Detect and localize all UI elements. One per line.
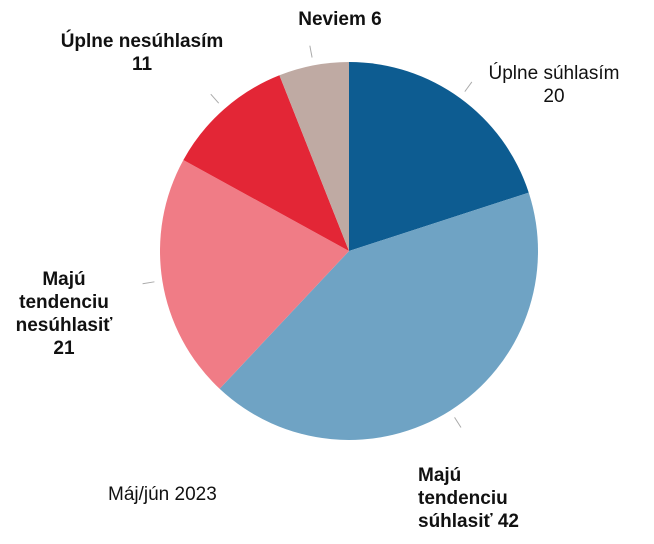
pie-slice — [349, 62, 529, 251]
slice-label: Majú tendenciu súhlasiť 42 — [418, 464, 536, 533]
label-name: Úplne súhlasím — [488, 63, 620, 84]
slice-label: Neviem 6 — [270, 8, 410, 31]
pie-slice — [159, 159, 349, 389]
pie-slice — [183, 75, 349, 251]
leader-line — [464, 81, 473, 92]
label-value: 20 — [543, 86, 565, 107]
label-name: Neviem — [298, 9, 366, 30]
slice-label: Majú tendenciu nesúhlasiť 21 — [14, 268, 114, 360]
label-name: Úplne nesúhlasím — [60, 31, 224, 52]
leader-line — [210, 93, 220, 104]
label-name: Majú tendenciu súhlasiť — [418, 465, 508, 532]
note: Máj/jún 2023 — [108, 484, 217, 505]
slice-label: Úplne súhlasím 20 — [476, 62, 632, 108]
label-name: Majú tendenciu nesúhlasiť — [15, 269, 113, 336]
label-value: 42 — [497, 511, 519, 532]
label-value: 21 — [53, 338, 75, 359]
leader-line — [309, 45, 313, 58]
leader-line — [454, 417, 462, 428]
pie-slice — [219, 192, 538, 441]
label-value: 6 — [371, 9, 382, 30]
leader-line — [142, 281, 155, 285]
slice-label: Úplne nesúhlasím 11 — [52, 30, 232, 76]
label-value: 11 — [131, 54, 153, 75]
pie-slice — [279, 62, 349, 251]
